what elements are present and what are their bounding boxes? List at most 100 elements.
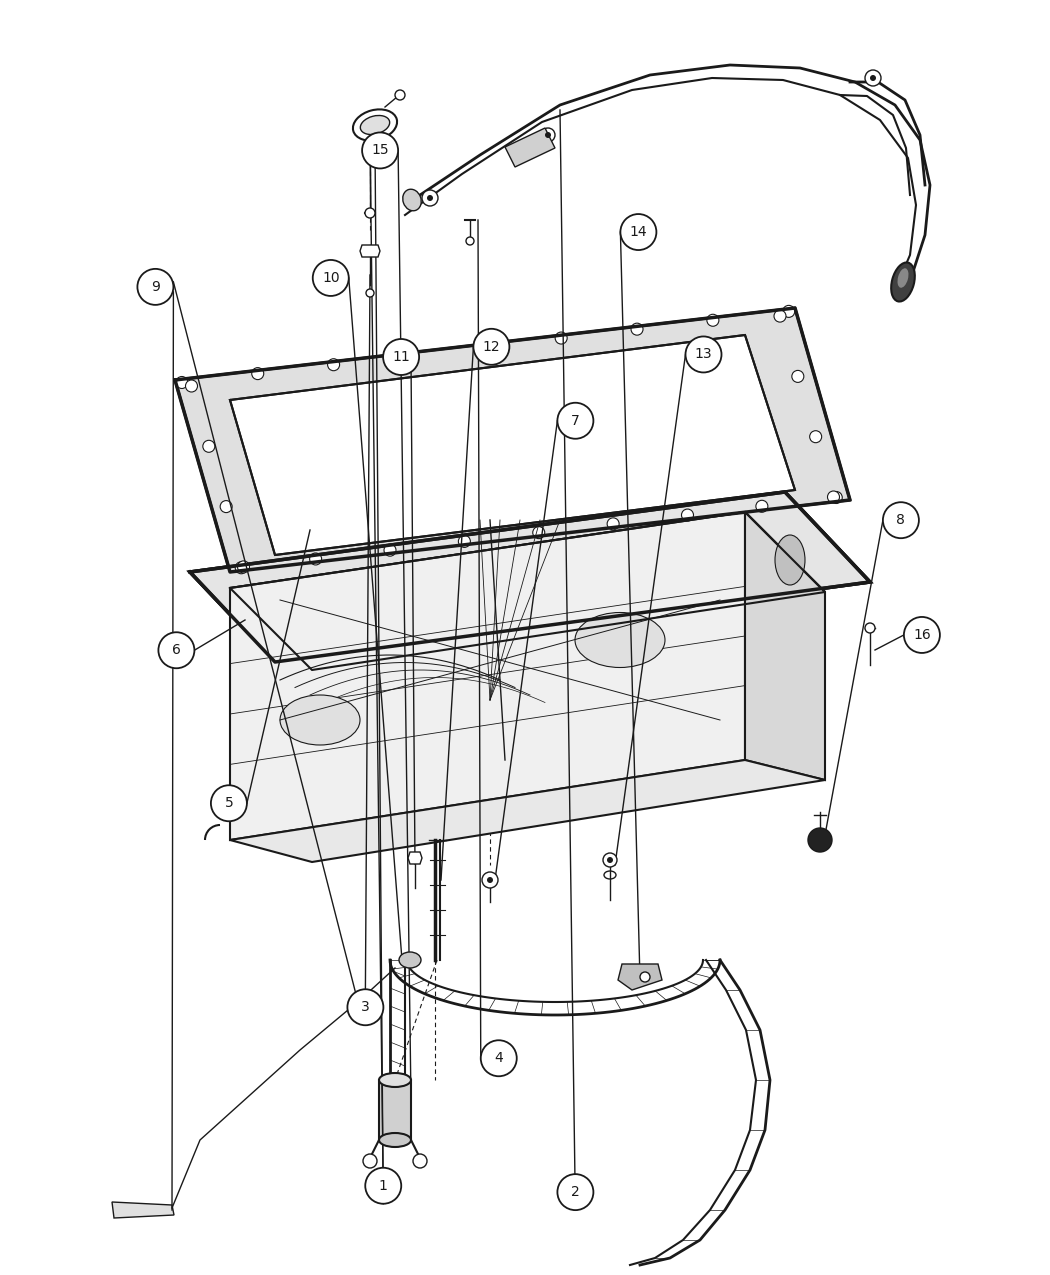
Circle shape [203,440,215,453]
Circle shape [383,339,419,375]
Polygon shape [230,513,825,669]
Circle shape [237,561,250,572]
Ellipse shape [403,189,421,210]
Polygon shape [379,1080,411,1140]
Ellipse shape [898,268,908,288]
Circle shape [904,617,940,653]
Ellipse shape [379,1133,411,1148]
Circle shape [413,1154,427,1168]
Circle shape [482,872,498,887]
Circle shape [621,214,656,250]
Ellipse shape [379,1074,411,1088]
Polygon shape [190,492,870,662]
Text: 11: 11 [393,351,410,363]
Circle shape [545,133,551,138]
Circle shape [310,553,321,565]
Polygon shape [746,513,825,780]
Ellipse shape [280,695,360,745]
Circle shape [541,128,555,142]
Polygon shape [505,128,555,167]
Text: 2: 2 [571,1186,580,1198]
Polygon shape [112,1202,174,1218]
Text: 12: 12 [483,340,500,353]
Text: 3: 3 [361,1001,370,1014]
Text: 6: 6 [172,644,181,657]
Polygon shape [618,964,662,989]
Circle shape [865,623,875,632]
Circle shape [220,501,232,513]
Text: 14: 14 [630,226,647,238]
Circle shape [186,380,197,391]
Circle shape [159,632,194,668]
Circle shape [474,329,509,365]
Circle shape [363,1154,377,1168]
Text: 13: 13 [695,348,712,361]
Circle shape [313,260,349,296]
Text: 1: 1 [379,1179,387,1192]
Circle shape [366,289,374,297]
Polygon shape [230,760,825,862]
Circle shape [603,853,617,867]
Polygon shape [360,245,380,258]
Circle shape [827,491,840,504]
Circle shape [555,332,567,344]
Circle shape [686,337,721,372]
Circle shape [607,857,613,863]
Ellipse shape [575,612,665,668]
Circle shape [558,403,593,439]
Circle shape [395,91,405,99]
Ellipse shape [775,536,805,585]
Circle shape [459,536,470,547]
Text: 10: 10 [322,272,339,284]
Circle shape [774,310,786,323]
Circle shape [252,367,264,380]
Text: 16: 16 [914,629,930,641]
Circle shape [707,314,719,326]
Circle shape [865,70,881,85]
Circle shape [328,358,339,371]
Circle shape [870,75,876,82]
Circle shape [365,208,375,218]
Text: 5: 5 [225,797,233,810]
Circle shape [883,502,919,538]
Circle shape [607,518,620,530]
Text: 9: 9 [151,280,160,293]
Circle shape [479,340,491,353]
Polygon shape [230,513,746,840]
Circle shape [176,376,188,389]
Circle shape [532,527,545,538]
Text: 4: 4 [495,1052,503,1065]
Circle shape [831,491,842,504]
Circle shape [466,237,474,245]
Ellipse shape [399,952,421,968]
Circle shape [792,371,804,382]
Circle shape [348,989,383,1025]
Circle shape [362,133,398,168]
Circle shape [756,500,768,513]
Circle shape [403,349,416,362]
Polygon shape [175,309,850,572]
Text: 7: 7 [571,414,580,427]
Circle shape [211,785,247,821]
Circle shape [487,877,494,884]
Circle shape [235,562,247,574]
Ellipse shape [360,116,390,135]
Circle shape [640,972,650,982]
Polygon shape [230,335,795,555]
Circle shape [631,323,643,335]
Circle shape [365,1168,401,1204]
Circle shape [384,544,396,556]
Circle shape [481,1040,517,1076]
Circle shape [782,306,795,317]
Polygon shape [408,852,422,864]
Text: 15: 15 [372,144,388,157]
Circle shape [810,431,822,442]
Circle shape [427,195,433,201]
Circle shape [681,509,693,521]
Polygon shape [190,492,870,662]
Ellipse shape [891,263,915,301]
Circle shape [558,1174,593,1210]
Circle shape [422,190,438,207]
Text: 8: 8 [897,514,905,527]
Circle shape [138,269,173,305]
